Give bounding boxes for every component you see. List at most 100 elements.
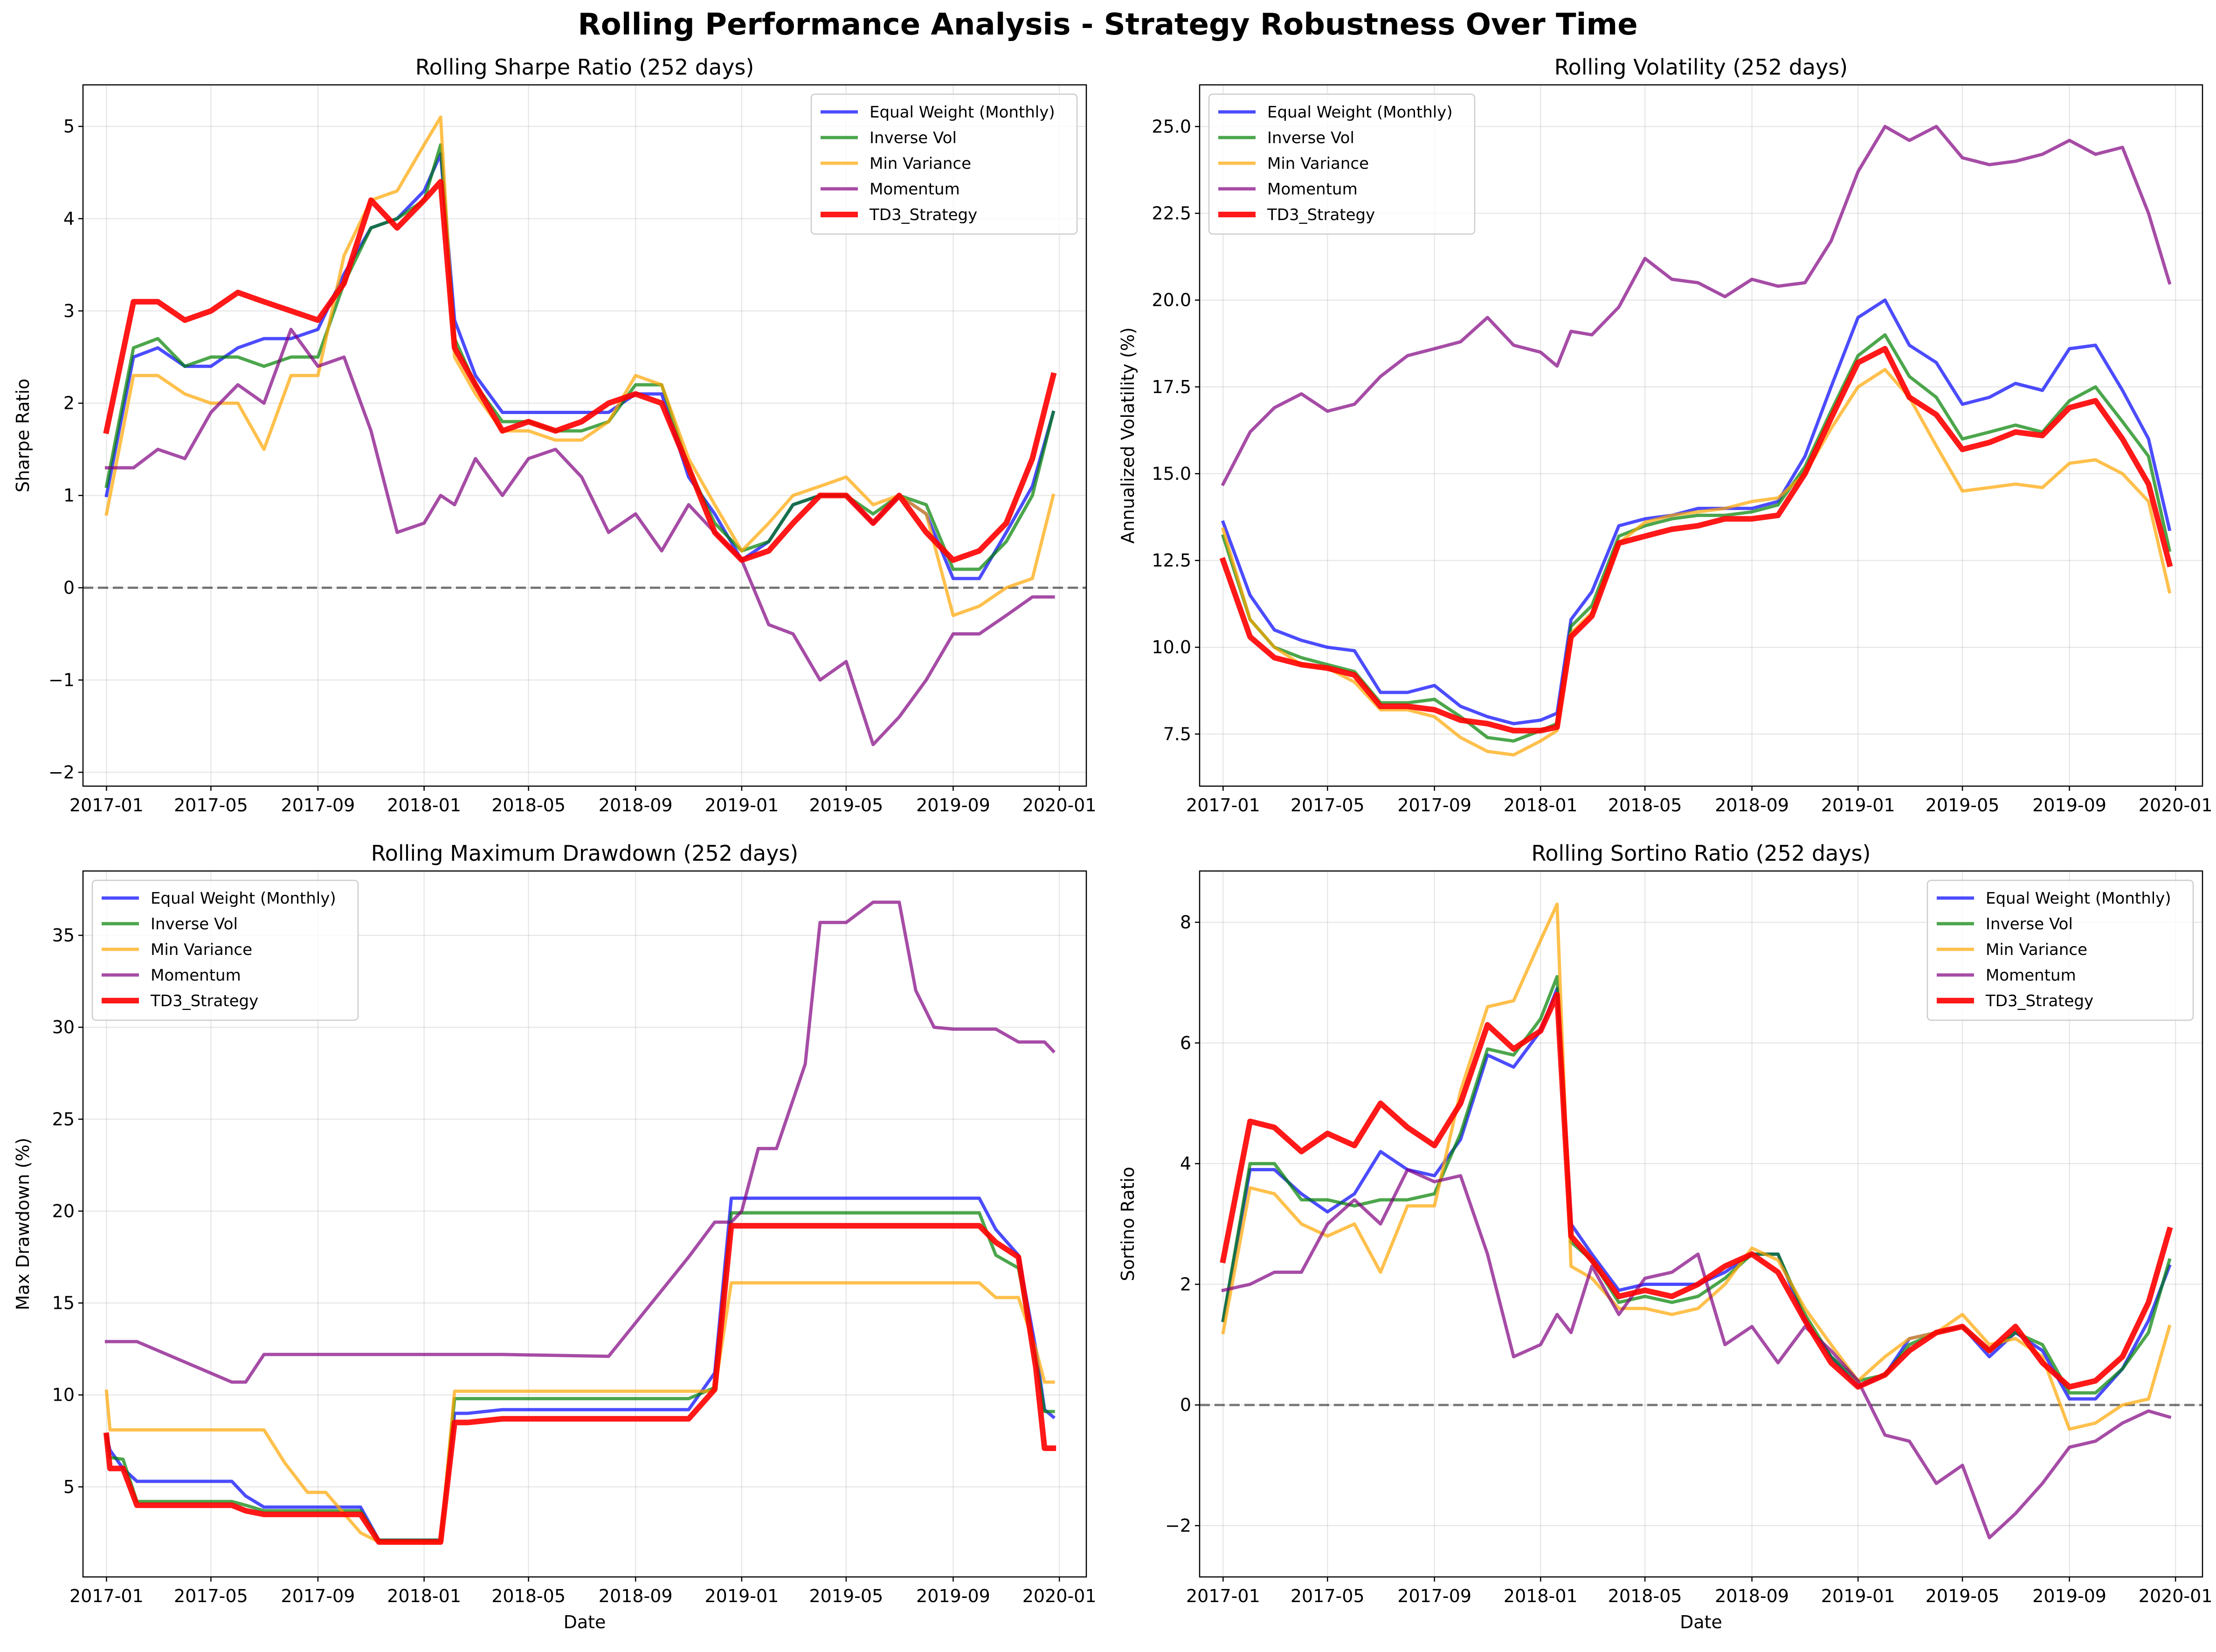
y-tick-label: 8 (1180, 912, 1191, 933)
x-tick-label: 2017-05 (1291, 795, 1365, 816)
x-tick-label: 2018-01 (1504, 1586, 1578, 1606)
y-tick-label: 0 (63, 578, 75, 598)
legend-label: Inverse Vol (151, 915, 238, 933)
x-tick-label: 2017-05 (174, 795, 248, 816)
x-tick-label: 2018-09 (599, 1586, 673, 1606)
series-line-equal-weight-monthly- (1221, 298, 2172, 726)
y-tick-label: 15 (52, 1293, 75, 1313)
y-axis-label: Sharpe Ratio (13, 379, 33, 492)
legend-label: TD3_Strategy (1267, 206, 1375, 224)
y-axis-label: Sortino Ratio (1118, 1167, 1138, 1281)
series-line-min-variance (1221, 368, 2172, 757)
y-tick-label: 0 (1180, 1395, 1191, 1415)
series-line-inverse-vol (1221, 975, 2172, 1395)
y-tick-label: 2 (63, 393, 75, 414)
x-tick-label: 2018-05 (491, 1586, 566, 1606)
y-axis: −2 0 2 4 6 8 (1165, 912, 1200, 1536)
legend: Equal Weight (Monthly) Inverse Vol Min Var… (1926, 879, 2194, 1021)
x-tick-label: 2019-09 (916, 1586, 990, 1606)
series-lines (1219, 124, 2173, 757)
legend: Equal Weight (Monthly) Inverse Vol Min Var… (91, 879, 359, 1021)
series-line-inverse-vol (1221, 333, 2172, 743)
legend-label: Min Variance (1986, 940, 2087, 959)
series-line-momentum (1221, 1168, 2172, 1540)
series-line-td3-strategy (1220, 992, 2173, 1390)
x-tick-label: 2019-09 (2032, 795, 2106, 816)
x-tick-label: 2017-01 (69, 1586, 144, 1606)
x-tick-label: 2017-01 (1186, 795, 1260, 816)
legend-box (1926, 879, 2194, 1021)
chart-title: Rolling Volatility (252 days) (1554, 55, 1848, 80)
y-tick-label: 17.5 (1152, 377, 1191, 397)
series-line-td3-strategy (103, 1223, 1056, 1545)
x-tick-label: 2018-09 (599, 795, 673, 816)
x-tick-label: 2017-05 (174, 1586, 248, 1606)
y-tick-label: 25 (52, 1109, 75, 1129)
grid (1200, 871, 2202, 1577)
y-axis: 7.5 10.0 12.5 15.0 17.5 20.0 22.5 25.0 (1152, 116, 1200, 744)
series-lines (103, 115, 1057, 747)
legend-label: Inverse Vol (870, 129, 957, 147)
x-tick-label: 2017-01 (69, 795, 144, 816)
legend-label: TD3_Strategy (1985, 992, 2093, 1010)
y-tick-label: 20 (52, 1201, 75, 1221)
legend-label: Inverse Vol (1267, 129, 1354, 147)
legend-label: TD3_Strategy (869, 206, 977, 224)
y-tick-label: 25.0 (1152, 116, 1191, 137)
figure-title: Rolling Performance Analysis - Strategy … (578, 7, 1637, 42)
series-line-momentum (1221, 124, 2172, 486)
x-tick-label: 2020-01 (1022, 795, 1097, 816)
x-axis-label: Date (564, 1612, 606, 1632)
legend-label: Momentum (151, 966, 241, 985)
y-tick-label: −1 (48, 670, 75, 690)
y-tick-label: 2 (1180, 1274, 1191, 1294)
x-tick-label: 2018-01 (387, 1586, 461, 1606)
x-axis: 2017-01 2017-05 2017-09 2018-01 2018-05 2018-… (69, 1577, 1097, 1606)
x-tick-label: 2018-01 (387, 795, 461, 816)
legend-label: Min Variance (151, 940, 252, 959)
x-tick-label: 2019-09 (2032, 1586, 2106, 1606)
x-tick-label: 2017-05 (1291, 1586, 1365, 1606)
y-tick-label: 3 (63, 301, 75, 321)
y-tick-label: 12.5 (1152, 550, 1191, 571)
x-tick-label: 2018-05 (491, 795, 566, 816)
legend-label: Equal Weight (Monthly) (1267, 103, 1453, 122)
x-tick-label: 2017-09 (281, 795, 355, 816)
y-tick-label: 6 (1180, 1033, 1191, 1053)
legend: Equal Weight (Monthly) Inverse Vol Min Var… (810, 93, 1078, 235)
legend-label: Min Variance (870, 154, 971, 173)
legend-label: Momentum (1267, 180, 1358, 199)
x-tick-label: 2019-05 (1926, 1586, 2000, 1606)
legend: Equal Weight (Monthly) Inverse Vol Min Var… (1208, 93, 1476, 235)
y-tick-label: 4 (1180, 1154, 1191, 1174)
axes-frame (82, 870, 1087, 1578)
y-tick-label: 1 (63, 485, 75, 506)
x-tick-label: 2020-01 (2139, 795, 2213, 816)
legend-box (1208, 93, 1476, 235)
x-tick-label: 2018-05 (1608, 795, 1682, 816)
series-line-momentum (104, 900, 1056, 1384)
y-tick-label: 15.0 (1152, 463, 1191, 484)
legend-label: Equal Weight (Monthly) (870, 103, 1055, 122)
chart-volatility: 2017-01 2017-05 2017-09 2018-01 2018-05 2018-… (1118, 55, 2213, 816)
legend-box (810, 93, 1078, 235)
x-tick-label: 2019-01 (1821, 795, 1895, 816)
x-axis: 2017-01 2017-05 2017-09 2018-01 2018-05 2018-… (69, 786, 1097, 816)
x-tick-label: 2019-09 (916, 795, 990, 816)
x-tick-label: 2017-01 (1186, 1586, 1260, 1606)
x-tick-label: 2019-05 (809, 1586, 883, 1606)
legend-label: Equal Weight (Monthly) (1986, 889, 2171, 908)
x-axis-label: Date (1680, 1612, 1722, 1632)
x-tick-label: 2019-01 (705, 795, 779, 816)
chart-panels: 2017-01 2017-05 2017-09 2018-01 2018-05 2018-… (13, 55, 2213, 1632)
chart-sharpe: 2017-01 2017-05 2017-09 2018-01 2018-05 2018-… (13, 55, 1097, 816)
y-tick-label: 35 (52, 925, 75, 946)
y-axis-label: Annualized Volatility (%) (1118, 327, 1138, 544)
y-tick-label: 20.0 (1152, 290, 1191, 311)
axes-frame (1199, 84, 2203, 787)
series-lines (103, 900, 1056, 1545)
axes-frame (82, 84, 1087, 787)
x-tick-label: 2019-01 (1821, 1586, 1895, 1606)
x-tick-label: 2020-01 (2139, 1586, 2213, 1606)
